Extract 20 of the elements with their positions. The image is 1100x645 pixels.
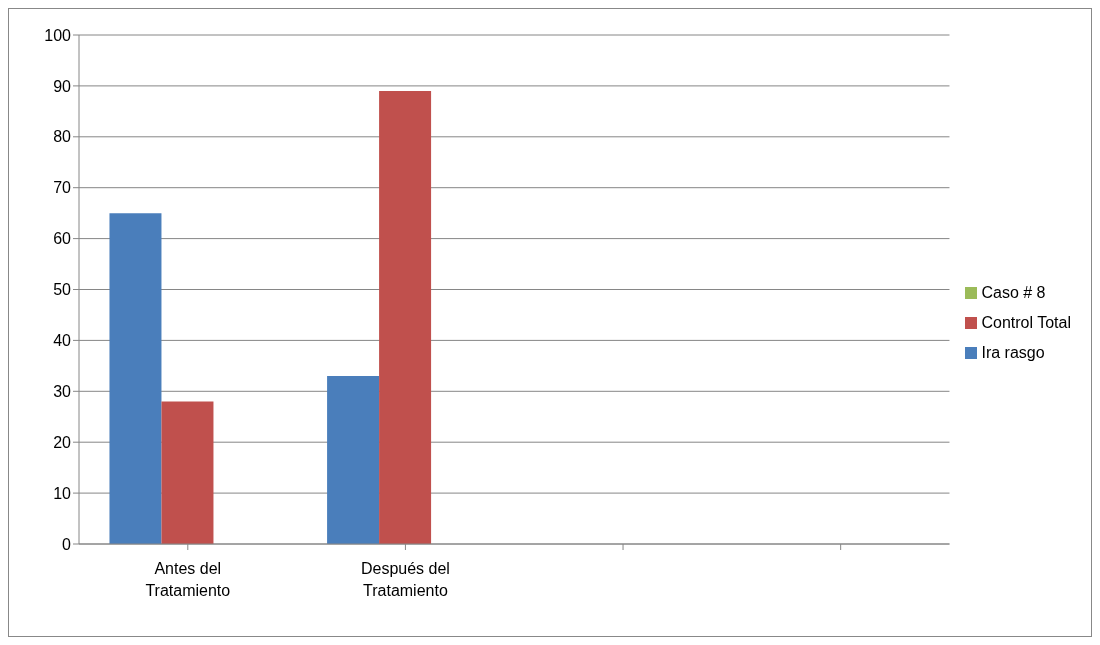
y-tick-label: 90 (53, 77, 72, 95)
legend-label: Ira rasgo (981, 343, 1045, 361)
y-tick-label: 30 (53, 382, 72, 400)
bar (109, 213, 162, 544)
y-tick-label: 70 (53, 179, 72, 197)
y-tick-label: 50 (53, 281, 72, 299)
y-tick-label: 80 (53, 128, 72, 146)
y-tick-label: 100 (44, 26, 72, 44)
bar (327, 376, 380, 544)
y-tick-label: 20 (53, 433, 72, 451)
bar (161, 401, 214, 544)
x-tick-label: Antes del Tratamiento (145, 560, 231, 599)
y-tick-label: 40 (53, 332, 72, 350)
legend-label: Caso # 8 (981, 283, 1046, 301)
legend-label: Control Total (981, 313, 1071, 331)
y-tick-label: 60 (53, 230, 72, 248)
x-tick-label: Después del Tratamiento (360, 560, 450, 599)
bar (379, 90, 432, 544)
y-tick-label: 10 (53, 484, 72, 502)
y-tick-label: 0 (62, 535, 72, 553)
